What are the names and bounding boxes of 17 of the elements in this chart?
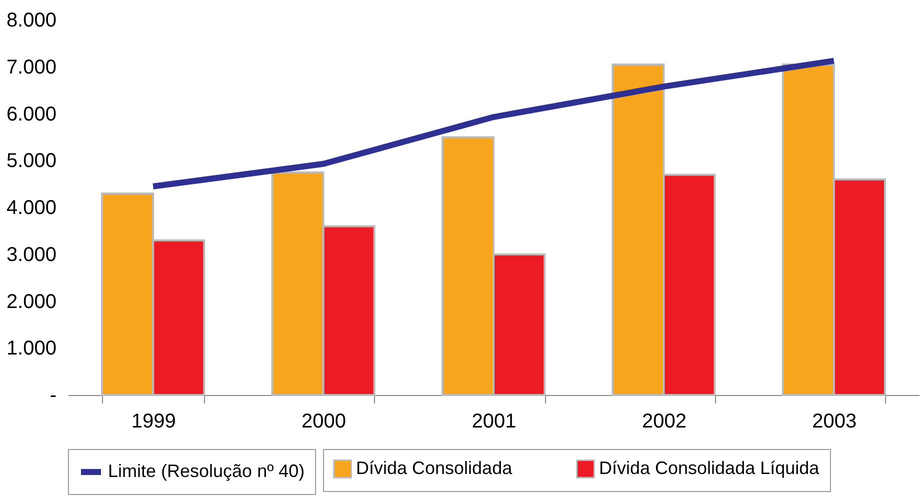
- x-tick-label: 2002: [642, 410, 686, 432]
- y-tick-label: -: [50, 384, 56, 406]
- x-tick-label: 1999: [131, 410, 176, 432]
- y-tick-label: 3.000: [6, 244, 56, 266]
- x-tick-label: 2000: [302, 410, 346, 432]
- y-tick-label: 8.000: [6, 10, 56, 32]
- legend-label: Limite (Resolução nº 40): [108, 461, 305, 481]
- y-tick-label: 4.000: [6, 197, 56, 219]
- y-tick-label: 6.000: [6, 103, 56, 126]
- y-tick-label: 7.000: [6, 56, 56, 78]
- x-tick-label: 2001: [472, 410, 516, 432]
- legend-label: Dívida Consolidada Líquida: [599, 458, 820, 478]
- y-tick-label: 5.000: [6, 150, 56, 172]
- y-tick-label: 2.000: [6, 290, 56, 313]
- legend-label: Dívida Consolidada: [356, 458, 514, 478]
- y-tick-label: 1.000: [6, 338, 56, 360]
- x-tick-label: 2003: [812, 410, 857, 432]
